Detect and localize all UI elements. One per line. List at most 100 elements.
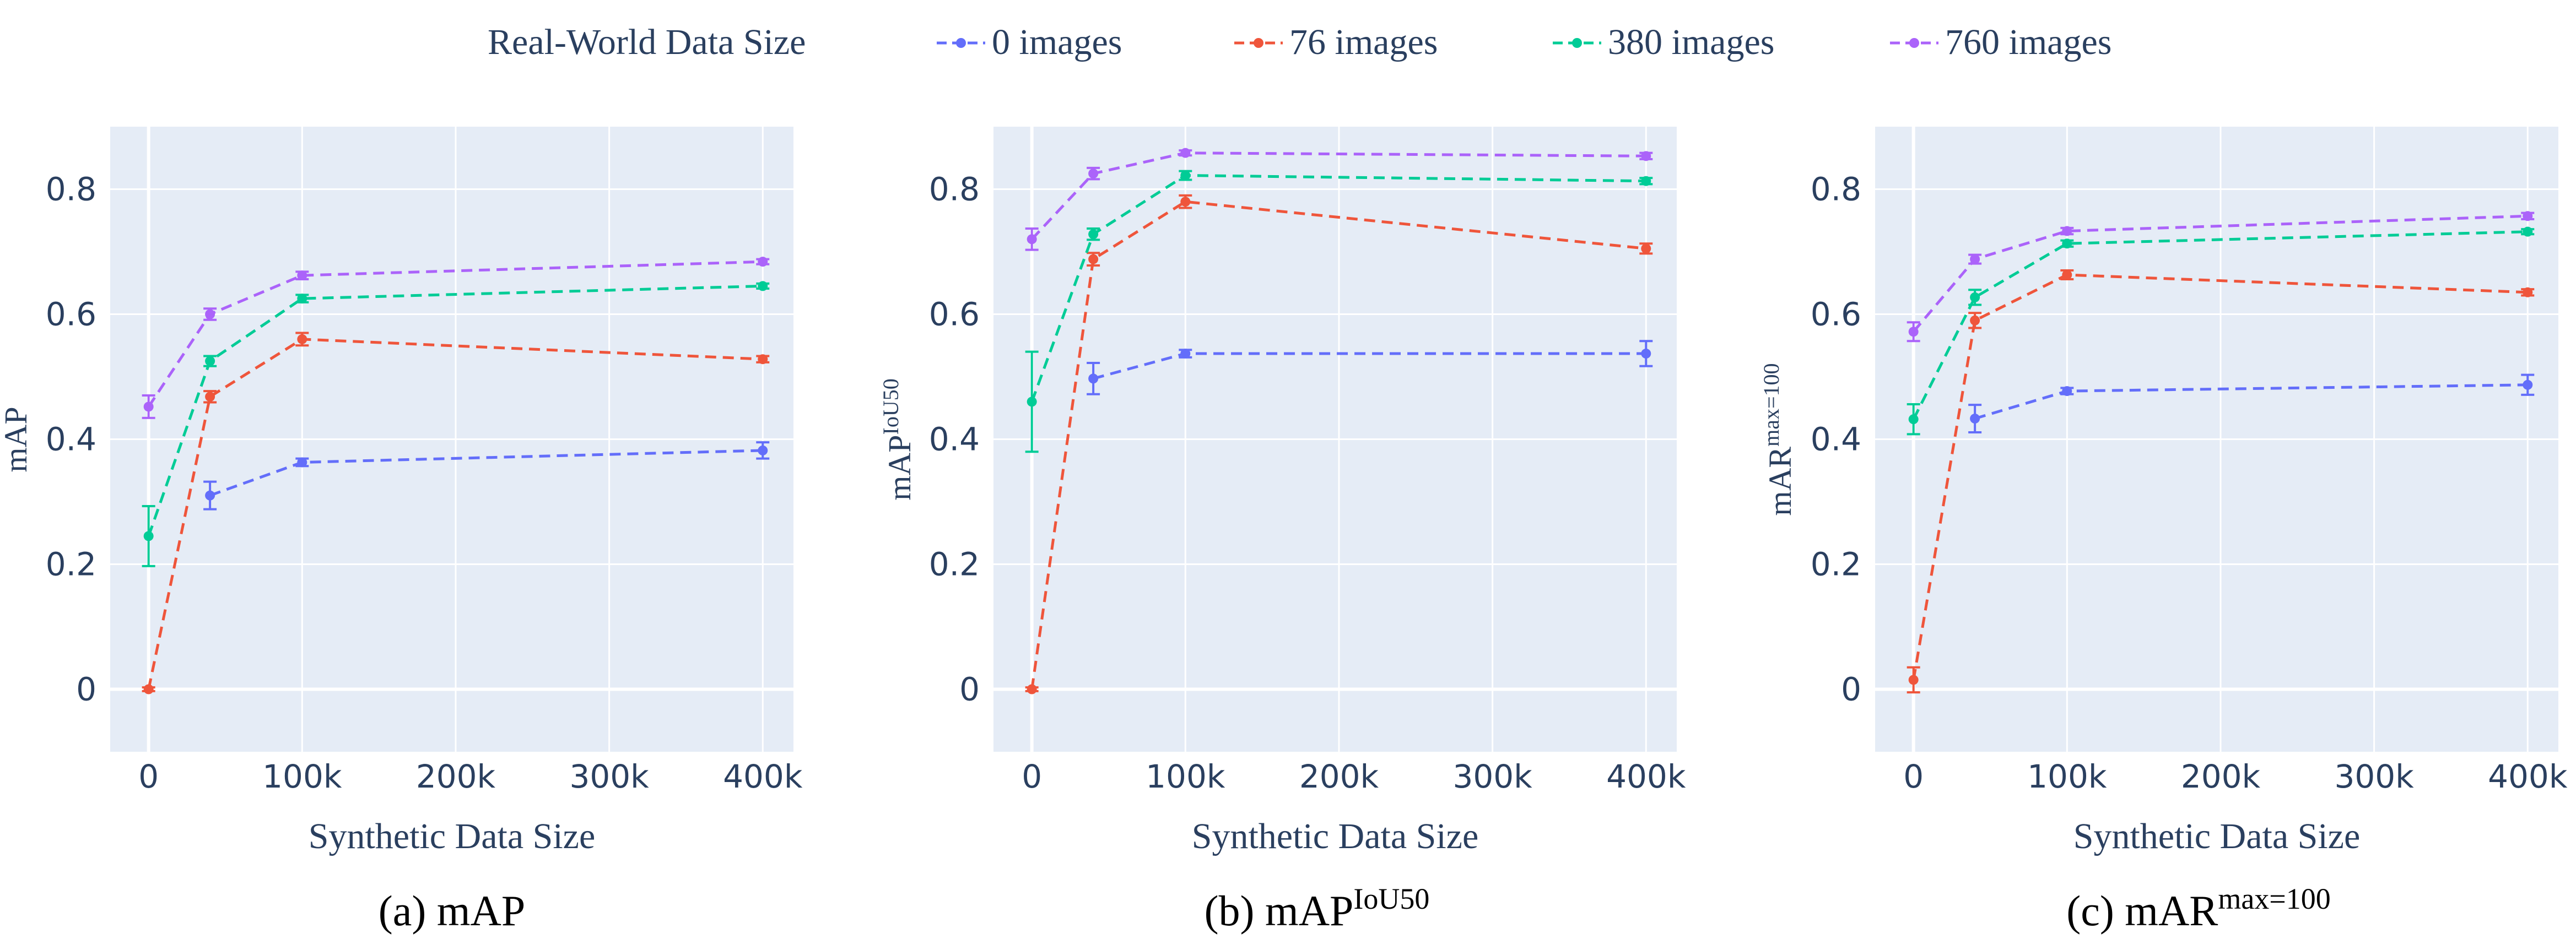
data-point-380-images <box>2523 226 2533 237</box>
data-point-0-images <box>205 490 215 501</box>
legend-item-380-images[interactable]: 380 images <box>1553 22 1774 62</box>
legend: Real-World Data Size 0 images 76 images … <box>488 22 2111 62</box>
x-tick-label-400k: 400k <box>723 758 803 795</box>
y-tick-label-0-6: 0.6 <box>929 296 980 333</box>
series-76-images-map-iou50 <box>1025 194 1653 694</box>
y-tick-label-0-2: 0.2 <box>929 546 980 583</box>
chart-panel-mar-max100: 0 100k 200k 300k 400k 0 0.2 0.4 0.6 0.8 Synthetic… <box>1759 127 2568 935</box>
data-point-76-images <box>1088 254 1099 264</box>
legend-item-760-images[interactable]: 760 images <box>1890 22 2111 62</box>
data-point-0-images <box>1641 349 1651 359</box>
data-point-760-images <box>2062 226 2072 236</box>
series-0-images-mar-max100 <box>1968 373 2535 434</box>
series-line-76-images <box>1030 200 1646 690</box>
tick-labels-map-iou50: 0 100k 200k 300k 400k 0 0.2 0.4 0.6 0.8 <box>929 171 1686 796</box>
data-point-76-images <box>297 334 307 344</box>
x-tick-label-300k: 300k <box>569 758 649 795</box>
data-point-380-images <box>1970 292 1980 302</box>
y-tick-label-0-8: 0.8 <box>46 171 96 208</box>
y-tick-label-0: 0 <box>959 671 980 708</box>
legend-title: Real-World Data Size <box>488 22 806 62</box>
y-tick-label-0: 0 <box>1841 671 1861 708</box>
x-tick-label-0: 0 <box>138 758 159 795</box>
legend-label-380-images: 380 images <box>1608 22 1774 62</box>
x-tick-label-100k: 100k <box>2027 758 2107 795</box>
data-point-760-images <box>1908 327 1919 337</box>
y-axis-label-mar-max100-sup: max=100 <box>1759 363 1784 446</box>
data-point-76-images <box>2062 269 2072 280</box>
data-point-76-images <box>2523 287 2533 297</box>
data-point-76-images <box>1908 675 1919 685</box>
y-tick-label-0-6: 0.6 <box>46 296 96 333</box>
data-point-760-images <box>1027 234 1037 245</box>
data-point-760-images <box>758 257 768 267</box>
chart-panel-map: 0 100k 200k 300k 400k 0 0.2 0.4 0.6 0.8 Synthetic… <box>0 127 803 935</box>
data-point-760-images <box>297 270 307 281</box>
series-lines-map-iou50 <box>1025 148 1653 694</box>
caption-mar-max100-base: (c) mAR <box>2066 887 2218 935</box>
y-axis-label-map-iou50: mAPIoU50 <box>878 378 917 500</box>
data-point-0-images <box>758 445 768 455</box>
y-axis-label-mar-max100-base: mAR <box>1762 447 1798 516</box>
series-380-images-map-iou50 <box>1025 170 1653 453</box>
x-tick-label-0: 0 <box>1022 758 1042 795</box>
y-axis-label-map-iou50-sup: IoU50 <box>878 378 903 435</box>
y-tick-label-0-2: 0.2 <box>1811 546 1861 583</box>
data-point-380-images <box>758 281 768 291</box>
data-point-760-images <box>1970 254 1980 264</box>
x-tick-label-400k: 400k <box>1606 758 1686 795</box>
legend-label-0-images: 0 images <box>992 22 1122 62</box>
series-line-76-images <box>147 338 763 690</box>
data-point-380-images <box>297 294 307 304</box>
data-point-760-images <box>2523 211 2533 221</box>
x-tick-label-400k: 400k <box>2488 758 2568 795</box>
x-tick-label-200k: 200k <box>1299 758 1379 795</box>
y-axis-label-mar-max100: mARmax=100 <box>1759 363 1798 515</box>
y-axis-label-map-base: mAP <box>0 406 34 472</box>
data-point-380-images <box>1088 229 1099 240</box>
data-point-76-images <box>143 684 154 694</box>
data-point-0-images <box>2523 379 2533 390</box>
y-tick-label-0-4: 0.4 <box>1811 421 1861 458</box>
y-tick-label-0-2: 0.2 <box>46 546 96 583</box>
data-point-76-images <box>205 392 215 402</box>
series-760-images-map-iou50 <box>1025 148 1653 251</box>
series-380-images-mar-max100 <box>1907 226 2535 436</box>
y-axis-label-map: mAP <box>0 406 34 472</box>
data-point-380-images <box>205 356 215 366</box>
x-tick-label-300k: 300k <box>1452 758 1532 795</box>
x-axis-label-mar-max100: Synthetic Data Size <box>2073 816 2361 856</box>
legend-marker-760-images <box>1909 38 1919 48</box>
data-point-380-images <box>143 531 154 541</box>
legend-item-0-images[interactable]: 0 images <box>937 22 1122 62</box>
series-line-760-images <box>147 260 763 408</box>
legend-item-76-images[interactable]: 76 images <box>1234 22 1438 62</box>
series-0-images-map <box>203 441 770 511</box>
data-point-760-images <box>1088 169 1099 179</box>
data-point-380-images <box>1641 176 1651 186</box>
series-line-380-images <box>147 284 763 537</box>
caption-map: (a) mAP <box>379 887 525 935</box>
legend-marker-0-images <box>956 38 966 48</box>
data-point-76-images <box>758 354 768 365</box>
y-tick-label-0: 0 <box>76 671 96 708</box>
series-380-images-map <box>142 281 770 567</box>
y-tick-label-0-8: 0.8 <box>929 171 980 208</box>
caption-mar-max100-sup: max=100 <box>2218 882 2330 915</box>
series-760-images-mar-max100 <box>1907 211 2535 343</box>
data-point-76-images <box>1641 243 1651 254</box>
x-tick-label-300k: 300k <box>2334 758 2414 795</box>
series-line-380-images <box>1030 173 1646 403</box>
x-tick-label-100k: 100k <box>262 758 342 795</box>
data-point-380-images <box>1180 170 1191 181</box>
legend-marker-380-images <box>1572 38 1582 48</box>
series-line-760-images <box>1030 151 1646 241</box>
tick-labels-mar-max100: 0 100k 200k 300k 400k 0 0.2 0.4 0.6 0.8 <box>1811 171 2568 796</box>
data-point-760-images <box>1180 148 1191 158</box>
caption-map-iou50: (b) mAPIoU50 <box>1205 882 1430 935</box>
caption-map-iou50-base: (b) mAP <box>1205 887 1354 935</box>
series-line-76-images <box>1912 273 2528 680</box>
series-76-images-mar-max100 <box>1907 269 2535 694</box>
legend-label-760-images: 760 images <box>1945 22 2111 62</box>
